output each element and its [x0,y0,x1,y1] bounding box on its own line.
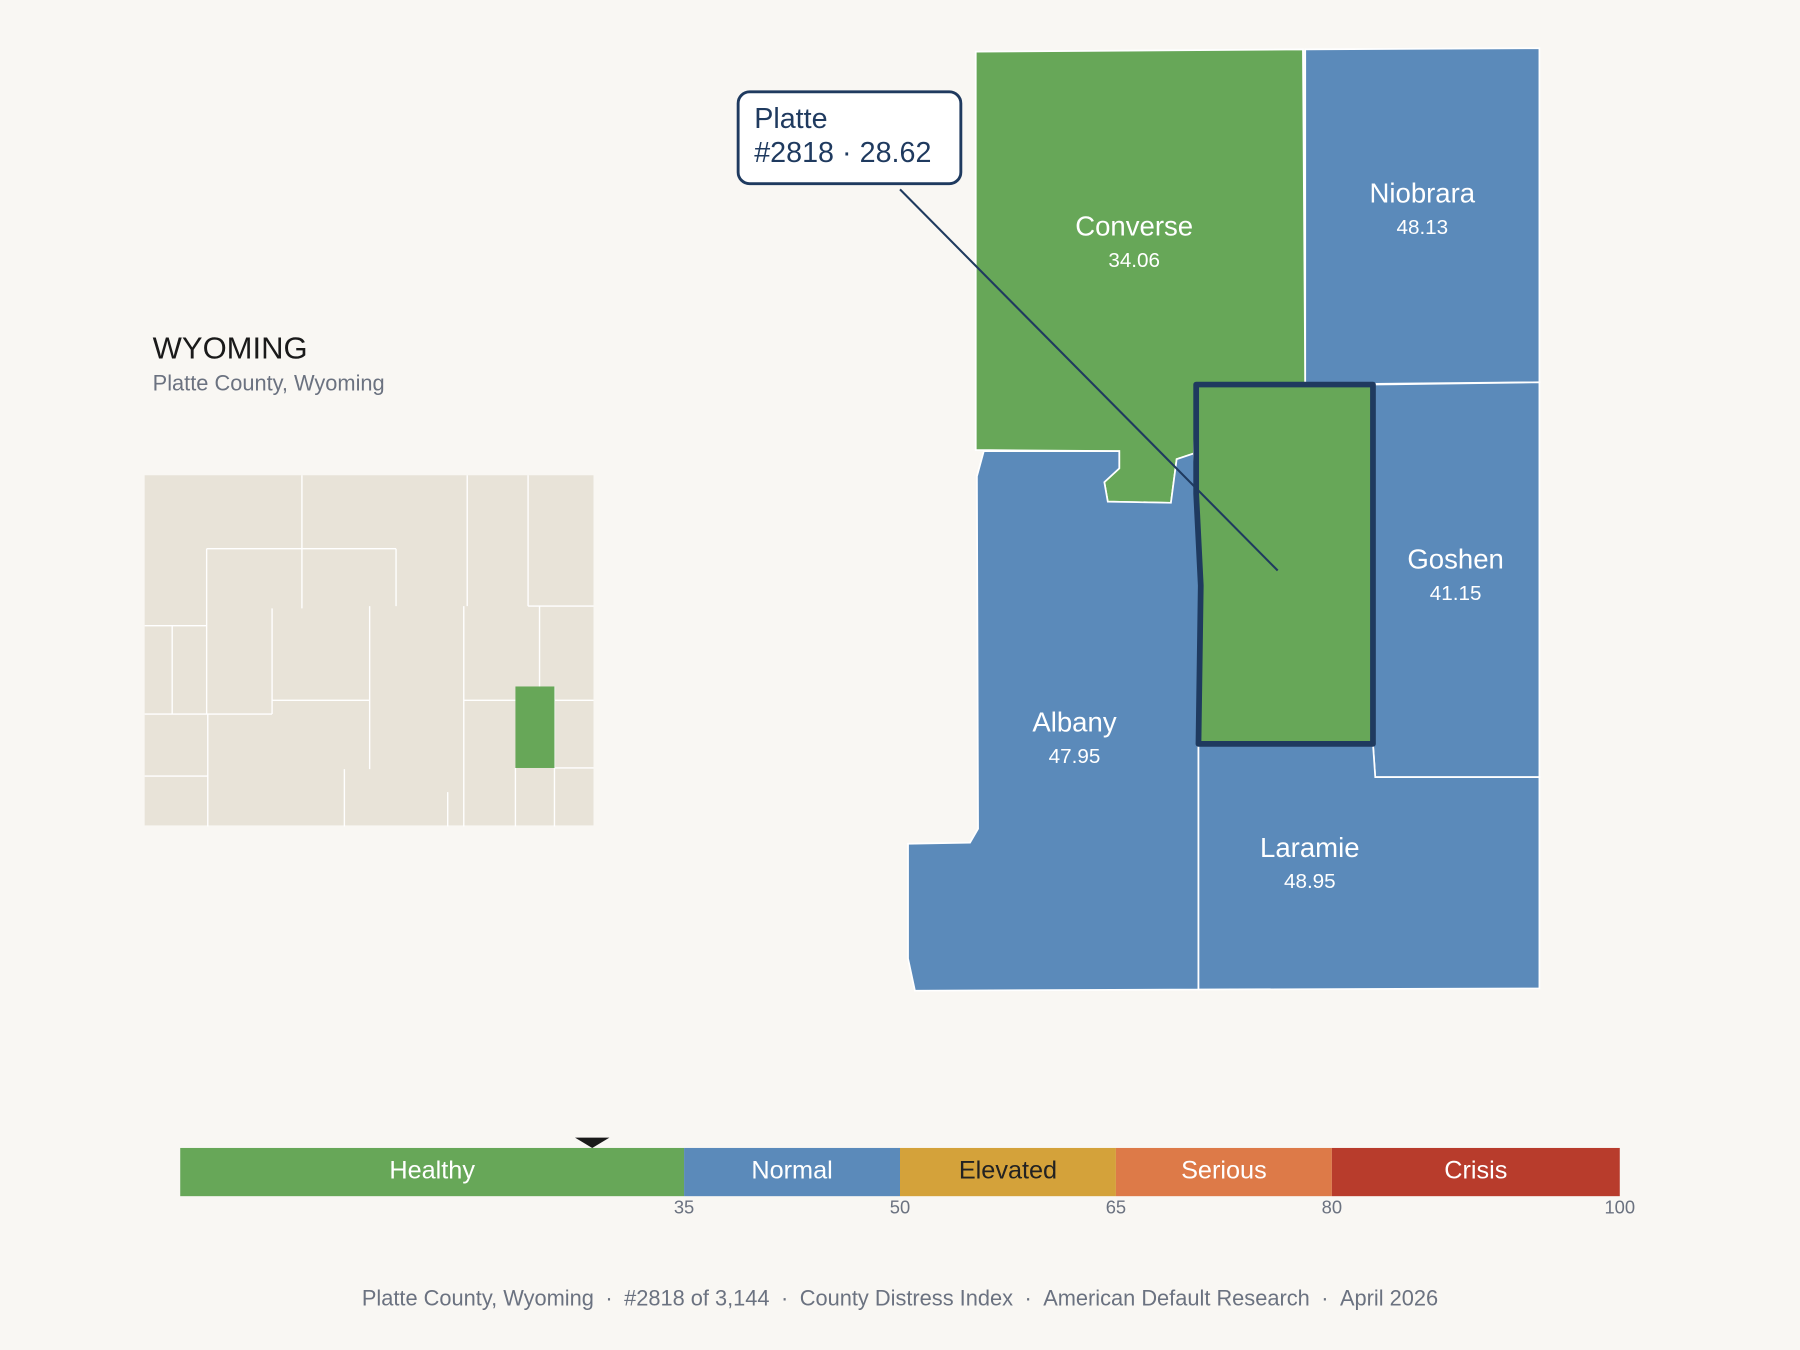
distress-scale: Healthy 35 Normal 50 Elevated 65 Serious 80 Cris… [180,1137,1635,1218]
county-name: Goshen [1407,544,1503,575]
callout-box [736,90,963,186]
scale-marker [575,1137,610,1148]
county-value: 48.95 [1284,870,1336,893]
county-name: Albany [1032,707,1116,738]
scale-tick-label: 80 [1322,1197,1342,1218]
footer-item: April 2026 [1340,1285,1438,1310]
selected-county [1193,381,1376,747]
locator-highlight [515,686,555,768]
scale-band-label: Normal [751,1157,832,1185]
county-value: 47.95 [1049,745,1101,768]
county-borders [144,475,594,827]
footer: Platte County, Wyoming · #2818 of 3,144 · Co… [362,1285,1438,1310]
scale-band-label: Serious [1181,1157,1267,1185]
footer-separator: · [605,1285,612,1310]
scale-band [684,1147,900,1197]
footer-item: County Distress Index [800,1285,1013,1310]
scale-band-label: Crisis [1444,1157,1507,1185]
callout-name: Platte [754,103,827,135]
scale-band [1115,1147,1332,1197]
scale-tick-label: 65 [1106,1197,1126,1218]
scale-band-label: Elevated [959,1157,1057,1185]
callout-separator: · [842,136,852,168]
footer-item: American Default Research [1043,1285,1310,1310]
county-name: Laramie [1260,832,1360,863]
footer-separator: · [1024,1285,1031,1310]
scale-tick-label: 35 [674,1197,694,1218]
footer-separator: · [781,1285,788,1310]
callout-score: 28.62 [860,136,932,168]
state-title: WYOMING [153,330,308,365]
state-locator [144,475,594,827]
scale-band [900,1147,1116,1197]
state-subtitle: Platte County, Wyoming [153,370,385,395]
county-name: Niobrara [1369,177,1475,208]
county-value: 48.13 [1396,216,1448,239]
scale-tick-label: 100 [1604,1197,1635,1218]
callout-detail: #2818 · 28.62 [754,136,931,168]
footer-separator: · [1321,1285,1328,1310]
county-name: Converse [1075,211,1193,242]
county-border [144,475,594,827]
county-value: 41.15 [1430,582,1482,605]
county [1372,381,1541,779]
scale-band [1331,1147,1620,1197]
callout-rank: #2818 [754,136,834,168]
footer-item: Platte County, Wyoming [362,1285,594,1310]
county [1197,743,1541,991]
scale-tick-label: 50 [890,1197,910,1218]
county-map: Converse 34.06 Niobrara 48.13 Goshen 41.15 Alb… [736,47,1541,992]
callout-leader [899,188,1279,572]
footer-item: #2818 of 3,144 [624,1285,769,1310]
scale-band [180,1147,685,1197]
scale-band-label: Healthy [389,1157,475,1185]
county-value: 34.06 [1108,249,1160,272]
